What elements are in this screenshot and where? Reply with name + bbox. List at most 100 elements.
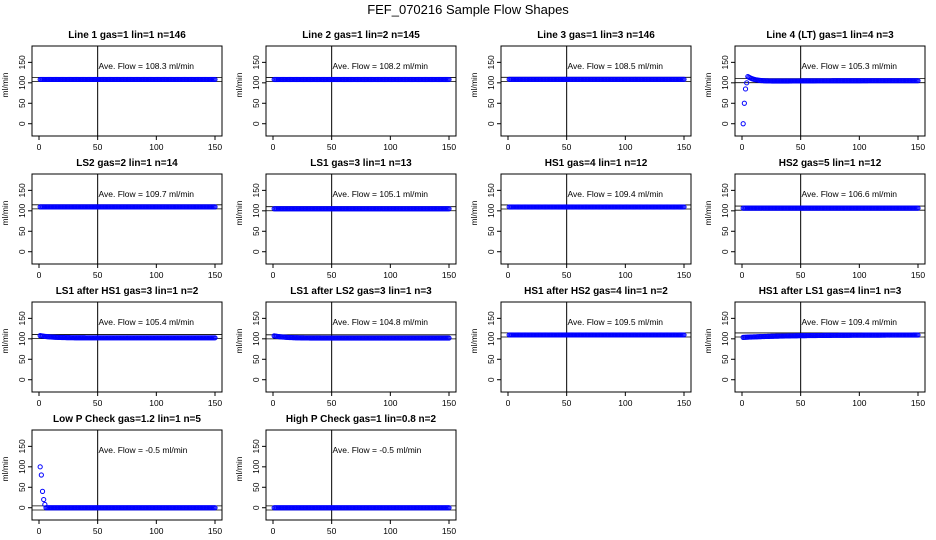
y-axis-label: ml/min: [469, 72, 479, 97]
y-tick-label: 50: [17, 226, 27, 236]
y-tick-label: 0: [17, 121, 27, 126]
y-axis-label: ml/min: [0, 456, 10, 481]
panel-9: LS1 after HS1 gas=3 lin=1 n=2 0 50 100 150 0 5…: [0, 286, 223, 408]
y-tick-label: 50: [720, 354, 730, 364]
y-tick-label: 100: [720, 203, 730, 217]
average-flow-annotation: Ave. Flow = 105.1 ml/min: [333, 189, 429, 199]
plot-frame: [265, 173, 457, 265]
average-flow-annotation: Ave. Flow = 108.3 ml/min: [99, 61, 195, 71]
panel-title: HS2 gas=5 lin=1 n=12: [779, 158, 882, 169]
y-tick-label: 0: [251, 249, 261, 254]
y-tick-label: 50: [251, 226, 261, 236]
x-tick-label: 0: [271, 270, 276, 280]
x-tick-label: 100: [852, 270, 866, 280]
average-flow-annotation: Ave. Flow = 109.7 ml/min: [99, 189, 195, 199]
data-points: [271, 333, 452, 341]
data-points: [37, 204, 218, 210]
data-point: [38, 472, 44, 478]
panel-10: LS1 after LS2 gas=3 lin=1 n=3 0 50 100 150 0 5…: [234, 286, 457, 408]
y-tick-label: 150: [486, 311, 496, 325]
y-axis-label: ml/min: [234, 328, 244, 353]
y-axis-label: ml/min: [703, 328, 713, 353]
x-tick-label: 0: [740, 398, 745, 408]
plot-frame: [734, 301, 926, 393]
x-tick-label: 150: [208, 398, 222, 408]
x-tick-label: 100: [149, 270, 163, 280]
average-flow-annotation: Ave. Flow = 109.4 ml/min: [568, 189, 664, 199]
y-tick-label: 50: [486, 226, 496, 236]
y-axis-label: ml/min: [234, 72, 244, 97]
x-tick-label: 100: [618, 270, 632, 280]
panel-14: High P Check gas=1 lin=0.8 n=2 0 50 100 150 0…: [234, 414, 457, 536]
data-point: [39, 488, 46, 494]
x-tick-label: 150: [442, 398, 456, 408]
data-points: [740, 332, 921, 340]
average-flow-annotation: Ave. Flow = 104.8 ml/min: [333, 317, 429, 327]
x-tick-label: 100: [618, 142, 632, 152]
x-tick-label: 50: [327, 398, 337, 408]
x-tick-label: 150: [911, 398, 925, 408]
panel-title: Line 4 (LT) gas=1 lin=4 n=3: [766, 30, 894, 41]
x-tick-label: 150: [677, 398, 691, 408]
y-tick-label: 50: [17, 354, 27, 364]
panel-1: Line 1 gas=1 lin=1 n=146 0 50 100 150 0 50 100 1…: [0, 30, 223, 152]
data-point: [681, 204, 687, 210]
y-tick-label: 150: [251, 55, 261, 69]
data-points: [271, 505, 452, 511]
x-tick-label: 150: [677, 142, 691, 152]
y-tick-label: 150: [720, 183, 730, 197]
plot-frame: [31, 301, 223, 393]
average-flow-annotation: Ave. Flow = -0.5 ml/min: [99, 445, 188, 455]
panel-title: LS1 gas=3 lin=1 n=13: [310, 158, 412, 169]
x-tick-label: 0: [37, 142, 42, 152]
y-tick-label: 150: [486, 55, 496, 69]
data-point: [37, 464, 43, 470]
y-tick-label: 0: [720, 249, 730, 254]
x-tick-label: 0: [506, 270, 511, 280]
y-tick-label: 100: [17, 75, 27, 89]
average-flow-annotation: Ave. Flow = 109.4 ml/min: [802, 317, 898, 327]
x-tick-label: 100: [852, 142, 866, 152]
panel-4: Line 4 (LT) gas=1 lin=4 n=3 0 50 100 150 0 50 1…: [703, 30, 926, 152]
x-tick-label: 0: [37, 398, 42, 408]
average-flow-annotation: Ave. Flow = 105.4 ml/min: [99, 317, 195, 327]
y-tick-label: 100: [486, 75, 496, 89]
x-tick-label: 50: [327, 142, 337, 152]
data-points: [506, 76, 687, 82]
x-tick-label: 0: [271, 398, 276, 408]
y-axis-label: ml/min: [234, 456, 244, 481]
x-tick-label: 100: [852, 398, 866, 408]
y-tick-label: 50: [251, 482, 261, 492]
data-point: [446, 206, 452, 212]
y-axis-label: ml/min: [234, 200, 244, 225]
y-tick-label: 150: [17, 183, 27, 197]
plot-frame: [31, 429, 223, 521]
plot-frame: [265, 301, 457, 393]
data-points: [37, 464, 218, 511]
x-tick-label: 50: [796, 142, 806, 152]
x-tick-label: 50: [93, 398, 103, 408]
data-point: [212, 204, 218, 210]
x-tick-label: 100: [149, 398, 163, 408]
data-point: [681, 76, 687, 82]
panel-7: HS1 gas=4 lin=1 n=12 0 50 100 150 0 50 100 150 ml…: [469, 158, 692, 280]
x-tick-label: 100: [383, 398, 397, 408]
plot-frame: [500, 45, 692, 137]
x-tick-label: 50: [562, 270, 572, 280]
data-point: [915, 332, 921, 338]
x-tick-label: 0: [37, 270, 42, 280]
panel-2: Line 2 gas=1 lin=2 n=145 0 50 100 150 0 50 100 1…: [234, 30, 457, 152]
x-tick-label: 150: [442, 142, 456, 152]
data-point: [915, 78, 921, 84]
y-tick-label: 100: [251, 459, 261, 473]
x-tick-label: 150: [208, 526, 222, 536]
x-tick-label: 50: [93, 142, 103, 152]
average-flow-annotation: Ave. Flow = 106.6 ml/min: [802, 189, 898, 199]
y-tick-label: 100: [486, 203, 496, 217]
x-tick-label: 0: [740, 270, 745, 280]
x-tick-label: 150: [208, 142, 222, 152]
y-tick-label: 0: [720, 377, 730, 382]
data-point: [681, 332, 687, 338]
y-tick-label: 150: [720, 311, 730, 325]
y-tick-label: 50: [720, 98, 730, 108]
